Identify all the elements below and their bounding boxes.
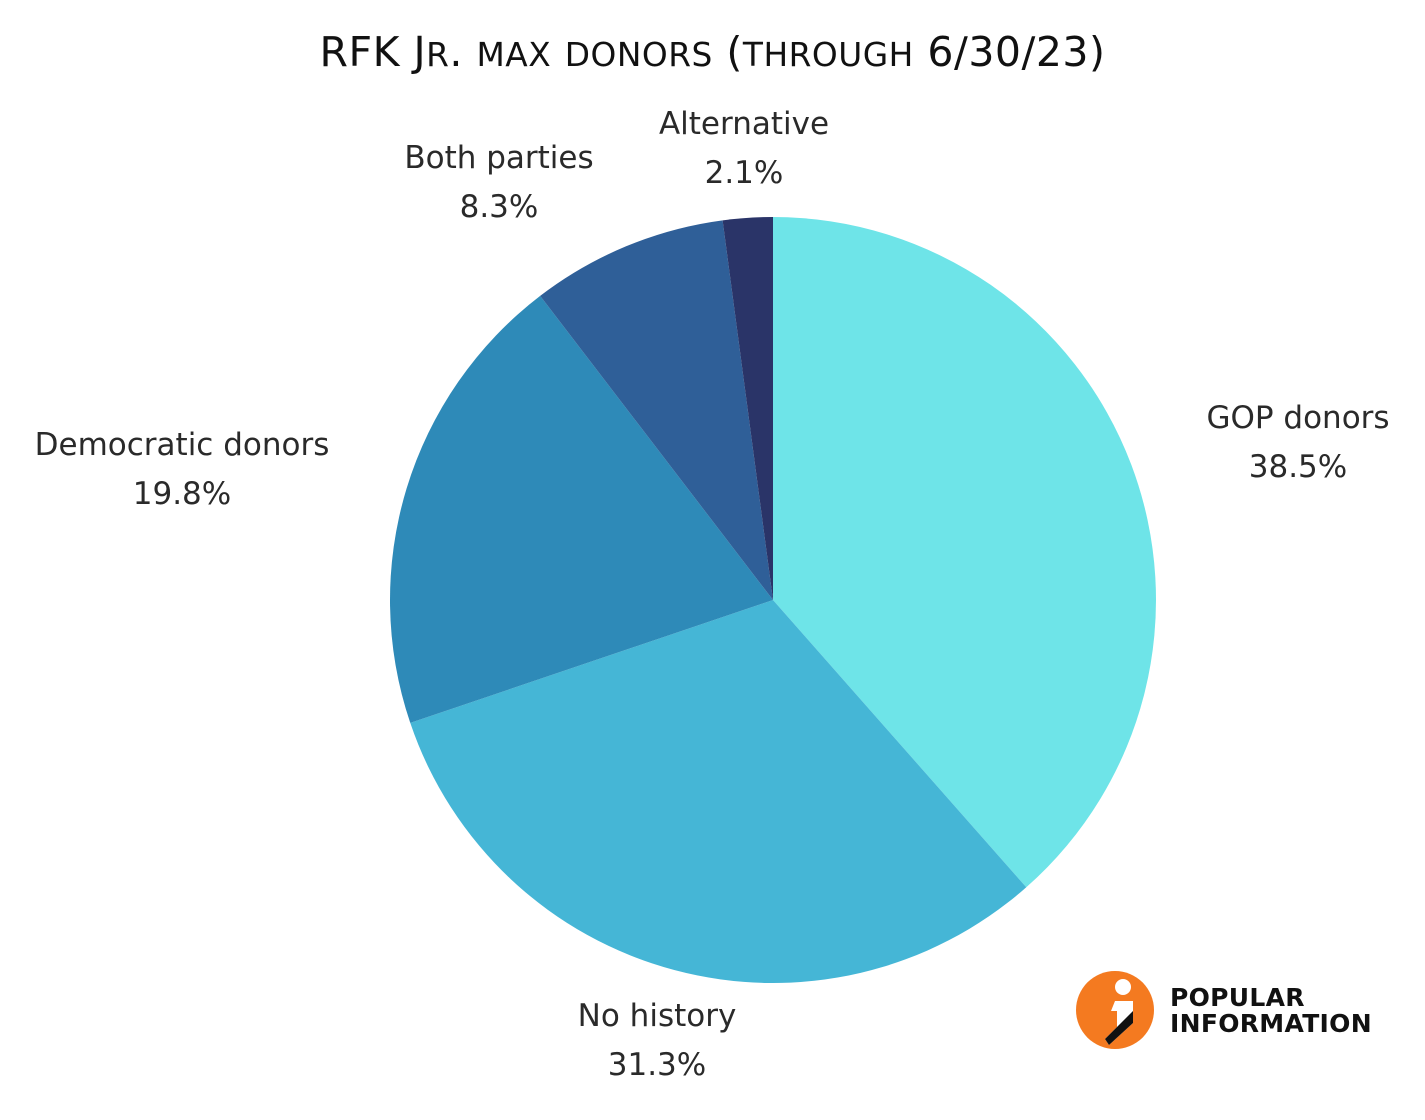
slice-label-name: GOP donors [1206,400,1389,436]
slice-label-name: Both parties [404,140,593,176]
slice-label-value: 38.5% [1249,449,1347,485]
slice-label-value: 19.8% [133,476,231,512]
pie-slice-alternative [722,217,773,600]
logo-line-2: INFORMATION [1170,1009,1372,1038]
slice-label-value: 2.1% [705,155,784,191]
logo-wordmark: POPULAR INFORMATION [1170,985,1372,1037]
info-i-icon [1076,971,1154,1049]
pie-slice-no-history [410,600,1027,983]
slice-label-value: 8.3% [460,189,539,225]
pie-slice-gop-donors [773,217,1156,888]
chart-title-text: RFK JR. MAX DONORS (THROUGH 6/30/23) [319,28,1106,76]
slice-label-name: Democratic donors [35,427,330,463]
slice-label-name: Alternative [659,106,829,142]
pie-slice-democratic-donors [389,295,773,723]
slice-label-value: 31.3% [608,1047,706,1083]
popular-information-logo: POPULAR INFORMATION [1075,965,1395,1055]
pie-slice-both-parties [540,220,773,600]
slice-labels: GOP donors 38.5% No history 31.3% Democratic… [35,106,1390,1083]
pie-slices [389,217,1156,983]
slice-label-name: No history [578,998,737,1034]
logo-line-1: POPULAR [1170,983,1305,1012]
chart-title: RFK JR. MAX DONORS (THROUGH 6/30/23) [0,28,1425,76]
